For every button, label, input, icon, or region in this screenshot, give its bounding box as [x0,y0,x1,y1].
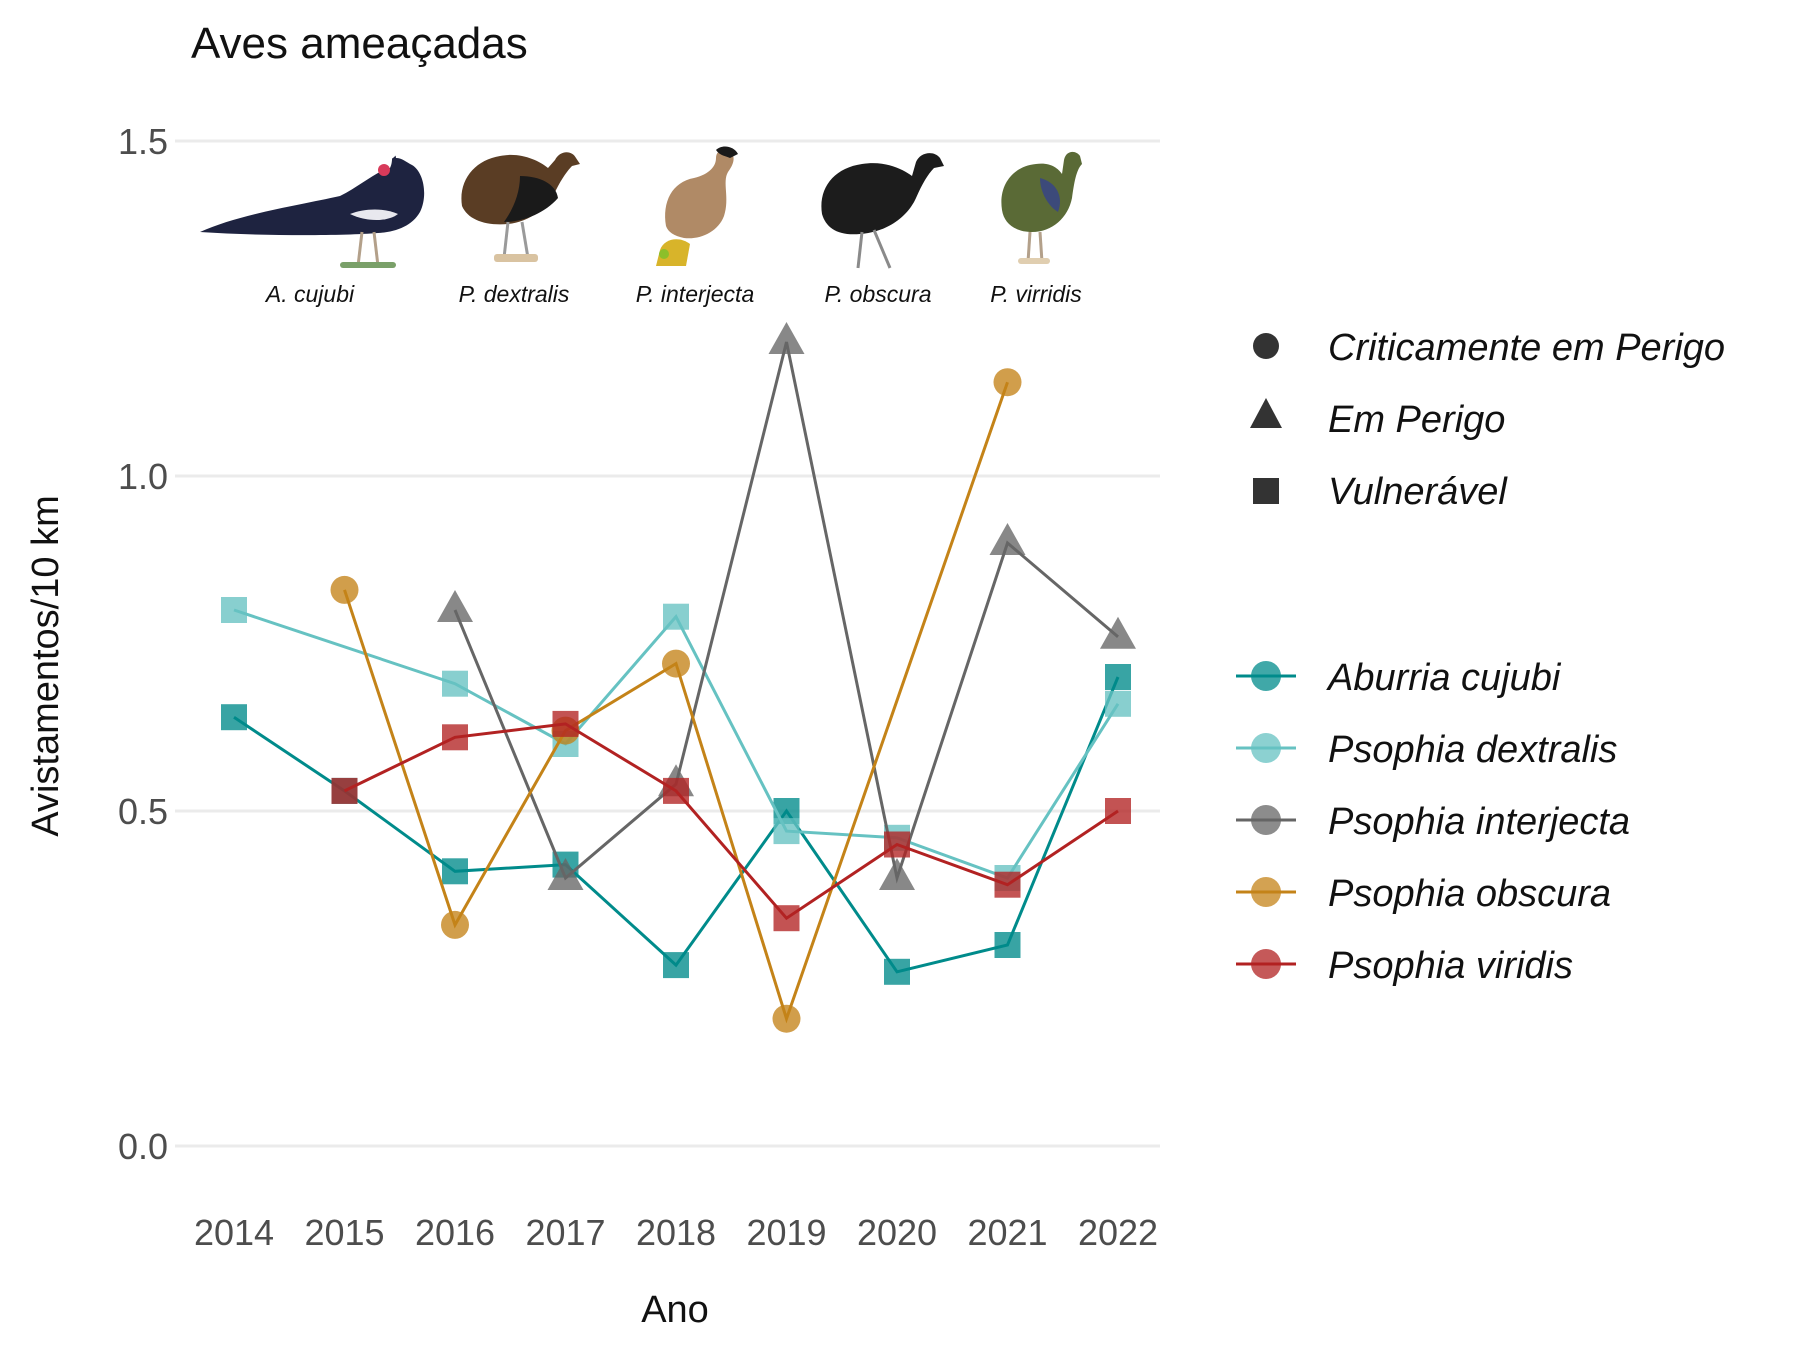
data-point [1105,798,1131,824]
data-point [330,575,359,604]
data-point [663,603,689,630]
x-tick-label: 2016 [415,1212,495,1253]
psophia-viridis-picture [1001,151,1082,264]
data-point [552,710,579,737]
species-legend: Aburria cujubi Psophia dextralis Psophia i… [1236,657,1630,987]
series-psophia-obscura [330,368,1022,1033]
x-tick-label: 2020 [857,1212,937,1253]
legend-marker-icon [1251,877,1281,907]
legend-label-critically-endangered: Criticamente em Perigo [1328,327,1725,369]
psophia-interjecta-picture [656,146,738,266]
legend-label-vulnerable: Vulnerável [1328,471,1508,513]
bird-illustrations [200,146,1082,269]
series-line [233,676,1120,974]
bird-label-p-obscura: P. obscura [825,281,932,307]
legend-marker-icon [1251,805,1281,835]
shape-legend: Criticamente em Perigo Em Perigo Vulnerá… [1250,327,1725,513]
data-point [989,523,1026,555]
data-point [1105,690,1131,717]
series-line [453,341,1119,884]
data-point [773,905,800,932]
data-point [994,932,1021,958]
data-point [663,777,689,804]
series-line [233,608,1120,880]
series-psophia-viridis [331,710,1131,932]
x-tick-label: 2021 [967,1212,1047,1253]
data-point [663,952,689,979]
series-line [343,722,1119,921]
x-axis-title: Ano [641,1289,709,1331]
bird-label-p-interjecta: P. interjecta [636,281,754,307]
data-point [437,590,473,622]
series-line [343,381,1009,1024]
bird-label-a-cujubi: A. cujubi [264,281,355,307]
legend-label: Psophia dextralis [1328,729,1617,771]
legend-label: Psophia obscura [1328,873,1611,915]
psophia-dextralis-picture [461,152,580,262]
bird-label-p-dextralis: P. dextralis [459,281,570,307]
series-aburria-cujubi [221,664,1131,985]
legend-marker-icon [1251,733,1281,763]
data-point [221,597,247,623]
series-psophia-dextralis [221,597,1131,891]
bird-label-p-virridis: P. virridis [990,281,1082,307]
legend-marker-icon [1251,949,1281,979]
data-point [768,322,805,354]
data-point [1105,664,1131,690]
grid-lines [175,139,1160,1148]
y-tick-label: 1.0 [118,456,168,497]
data-point [331,777,358,804]
data-point [884,831,910,858]
x-tick-label: 2022 [1078,1212,1158,1253]
x-tick-label: 2014 [194,1212,274,1253]
x-tick-label: 2015 [304,1212,384,1253]
data-point [441,910,469,939]
y-tick-label: 1.5 [118,121,168,162]
series-layer [221,322,1136,1033]
y-tick-label: 0.5 [118,791,168,832]
legend-square-icon [1253,478,1279,504]
data-point [772,1004,801,1033]
data-point [442,858,468,885]
legend-label: Psophia viridis [1328,945,1573,987]
y-tick-label: 0.0 [118,1126,168,1167]
data-point [879,858,915,890]
data-point [442,724,468,751]
psophia-obscura-picture [821,153,944,269]
x-tick-label: 2017 [525,1212,605,1253]
legend-marker-icon [1251,661,1281,691]
aburria-cujubi-picture [200,150,425,268]
legend-label: Psophia interjecta [1328,801,1630,843]
data-point [994,871,1021,898]
legend-label: Aburria cujubi [1326,657,1562,699]
data-point [662,649,690,678]
x-tick-label: 2019 [746,1212,826,1253]
data-point [993,368,1022,397]
legend-label-endangered: Em Perigo [1328,399,1505,441]
chart-title: Aves ameaçadas [191,19,528,68]
data-point [773,818,800,845]
y-axis-ticks: 0.0 0.5 1.0 1.5 [118,121,168,1167]
y-axis-title: Avistamentos/10 km [25,495,67,836]
data-point [884,958,910,985]
x-axis-ticks: 2014 2015 2016 2017 2018 2019 2020 2021 2022 [194,1212,1158,1253]
data-point [1100,616,1136,649]
data-point [442,670,468,697]
data-point [547,858,584,890]
data-point [221,704,247,731]
legend-circle-icon [1253,333,1279,359]
legend-triangle-icon [1250,398,1282,428]
x-tick-label: 2018 [636,1212,716,1253]
